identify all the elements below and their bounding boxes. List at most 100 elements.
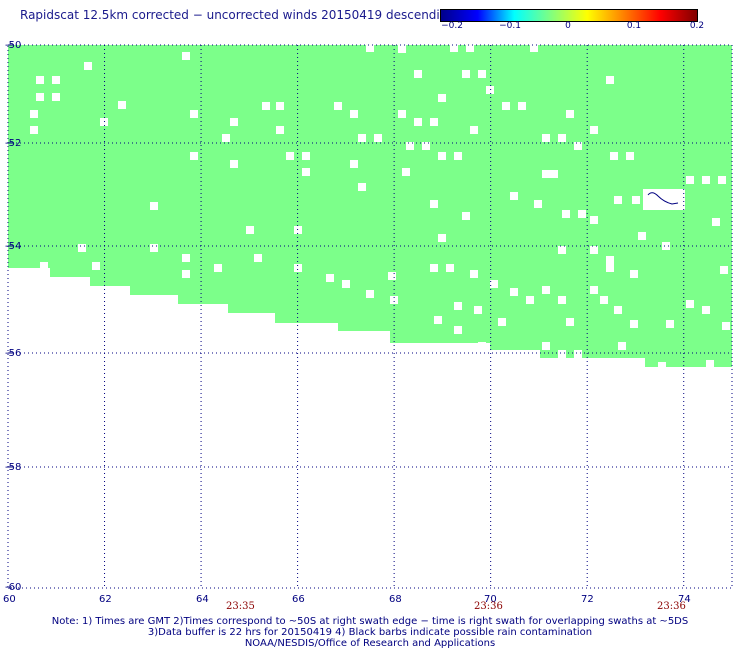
missing-cell xyxy=(350,110,358,118)
missing-cell xyxy=(450,44,458,52)
missing-cell xyxy=(190,110,198,118)
missing-cell xyxy=(398,110,406,118)
missing-cell xyxy=(712,218,720,226)
missing-cell xyxy=(632,196,640,204)
missing-cell xyxy=(534,200,542,208)
missing-cell xyxy=(430,118,438,126)
missing-patch xyxy=(643,189,685,210)
missing-cell xyxy=(430,200,438,208)
lon-label-70: 70 xyxy=(484,594,497,605)
lat-label-58: -58 xyxy=(5,462,21,473)
missing-cell xyxy=(566,318,574,326)
missing-cell xyxy=(438,94,446,102)
missing-cell xyxy=(542,134,550,142)
lat-label-50: -50 xyxy=(5,40,21,51)
missing-cell xyxy=(578,210,586,218)
missing-cell xyxy=(118,101,126,109)
missing-cell xyxy=(430,264,438,272)
missing-cell xyxy=(542,286,550,294)
missing-cell xyxy=(92,262,100,270)
missing-cell xyxy=(722,322,730,330)
missing-cell xyxy=(558,296,566,304)
missing-cell xyxy=(358,183,366,191)
lat-label-60: -60 xyxy=(5,582,21,593)
missing-cell xyxy=(358,134,366,142)
missing-cell xyxy=(718,176,726,184)
missing-cell xyxy=(286,152,294,160)
missing-cell xyxy=(402,168,410,176)
missing-cell xyxy=(510,288,518,296)
missing-cell xyxy=(182,52,190,60)
missing-cell xyxy=(638,232,646,240)
map-title: Rapidscat 12.5km corrected − uncorrected… xyxy=(20,8,455,22)
missing-cell xyxy=(366,44,374,52)
colorbar-label-pos02: 0.2 xyxy=(689,21,705,31)
missing-cell xyxy=(590,286,598,294)
lon-label-68: 68 xyxy=(389,594,402,605)
missing-cell xyxy=(52,76,60,84)
missing-cell xyxy=(474,306,482,314)
missing-cell xyxy=(222,134,230,142)
missing-cell xyxy=(40,262,48,270)
missing-cell xyxy=(606,264,614,272)
missing-cell xyxy=(558,246,566,254)
missing-cell xyxy=(574,350,582,358)
missing-cell xyxy=(30,126,38,134)
missing-cell xyxy=(150,244,158,252)
lon-label-74: 74 xyxy=(678,594,691,605)
missing-cell xyxy=(466,44,474,52)
missing-cell xyxy=(600,296,608,304)
missing-cell xyxy=(438,152,446,160)
missing-cell xyxy=(720,266,728,274)
lat-label-54: -54 xyxy=(5,241,21,252)
missing-cell xyxy=(542,170,550,178)
missing-cell xyxy=(446,264,454,272)
missing-cell xyxy=(526,296,534,304)
missing-cell xyxy=(502,102,510,110)
swath-time-1: 23:35 xyxy=(226,601,255,612)
missing-cell xyxy=(462,70,470,78)
lat-label-56: -56 xyxy=(5,348,21,359)
lon-label-60: 60 xyxy=(3,594,16,605)
missing-cell xyxy=(462,212,470,220)
note-line-2: 3)Data buffer is 22 hrs for 20150419 4) … xyxy=(147,627,593,638)
colorbar-label-pos01: 0.1 xyxy=(626,21,642,31)
missing-cell xyxy=(614,306,622,314)
missing-cell xyxy=(84,62,92,70)
missing-cell xyxy=(52,93,60,101)
missing-cell xyxy=(30,110,38,118)
missing-cell xyxy=(566,110,574,118)
missing-cell xyxy=(454,326,462,334)
missing-cell xyxy=(254,254,262,262)
missing-cell xyxy=(630,270,638,278)
note-line-1: Note: 1) Times are GMT 2)Times correspon… xyxy=(51,616,689,627)
missing-cell xyxy=(686,176,694,184)
colorbar xyxy=(440,9,698,22)
missing-cell xyxy=(326,274,334,282)
missing-cell xyxy=(350,160,358,168)
missing-cell xyxy=(606,76,614,84)
missing-cell xyxy=(702,176,710,184)
colorbar-label-neg02: −0.2 xyxy=(441,21,463,31)
missing-cell xyxy=(630,320,638,328)
missing-cell xyxy=(590,216,598,224)
missing-cell xyxy=(422,142,430,150)
missing-cell xyxy=(182,254,190,262)
missing-cell xyxy=(100,118,108,126)
missing-cell xyxy=(542,342,550,350)
missing-cell xyxy=(618,342,626,350)
missing-cell xyxy=(150,202,158,210)
missing-cell xyxy=(36,93,44,101)
missing-cell xyxy=(276,126,284,134)
missing-cell xyxy=(590,126,598,134)
missing-cell xyxy=(390,296,398,304)
note-line-3: NOAA/NESDIS/Office of Research and Appli… xyxy=(244,638,496,649)
missing-cell xyxy=(438,234,446,242)
missing-cell xyxy=(414,118,422,126)
missing-cell xyxy=(302,168,310,176)
missing-cell xyxy=(276,102,284,110)
missing-cell xyxy=(398,45,406,53)
missing-cell xyxy=(490,280,498,288)
missing-cell xyxy=(388,272,396,280)
lat-lon-grid xyxy=(7,44,733,589)
